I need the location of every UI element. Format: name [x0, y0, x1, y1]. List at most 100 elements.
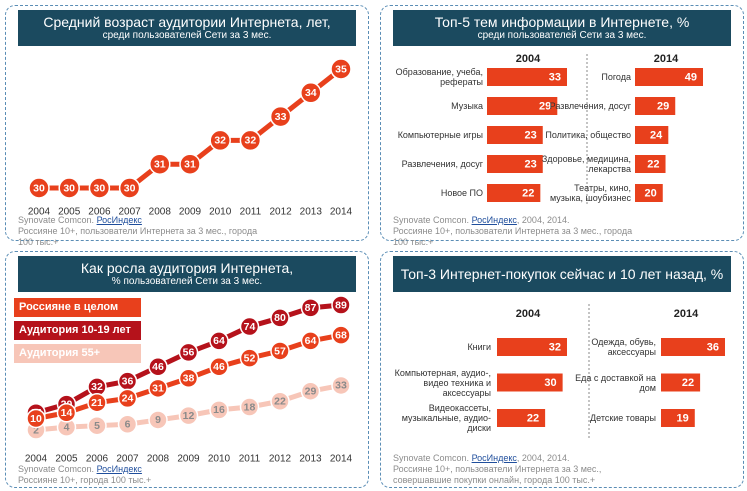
data-label: 64	[213, 335, 225, 347]
data-label: 74	[244, 321, 256, 333]
x-tick-label: 2010	[208, 454, 231, 465]
source-note: Россияне 10+, города 100 тыс.+	[18, 475, 152, 485]
data-label: 32	[549, 341, 561, 353]
panel: Топ-5 тем информации в Интернете, % среди…	[380, 5, 744, 247]
data-label: 22	[527, 412, 539, 424]
source: Synovate Comcon. РосИндекс, 2004, 2014. Р…	[393, 215, 643, 248]
category-label: Видеокассеты, музыкальные, аудио-диски	[401, 403, 491, 433]
x-tick-label: 2009	[179, 207, 202, 218]
chart-title: Топ-3 Интернет-покупок сейчас и 10 лет н…	[400, 266, 724, 282]
source-note: Россияне 10+, пользователи Интернета за …	[393, 226, 633, 247]
data-label: 14	[61, 407, 73, 419]
point	[148, 410, 168, 430]
bar	[635, 155, 666, 173]
panel: Топ-3 Интернет-покупок сейчас и 10 лет н…	[380, 251, 744, 488]
source-link[interactable]: РосИндекс	[96, 215, 142, 225]
category-label: Развлечения, досуг	[549, 101, 631, 111]
data-label: 33	[549, 71, 561, 83]
data-label: 57	[274, 345, 286, 357]
data-label: 21	[91, 397, 103, 409]
panel: Средний возраст аудитории Интернета, лет…	[5, 5, 369, 247]
source-text: Synovate Comcon.	[393, 215, 470, 225]
source-suffix: , 2004, 2014.	[516, 215, 570, 225]
category-label: Детские товары	[590, 413, 656, 423]
data-label: 31	[184, 158, 196, 170]
x-tick-label: 2004	[28, 207, 51, 218]
data-label: 5	[94, 420, 100, 432]
data-label: 6	[125, 419, 131, 431]
bar	[497, 373, 563, 392]
subchart-title: 2004	[516, 53, 541, 65]
data-label: 89	[335, 299, 347, 311]
point	[148, 357, 168, 377]
point	[26, 408, 46, 429]
point	[269, 105, 292, 128]
point	[28, 177, 50, 199]
title-box: Как росла аудитория Интернета,% пользова…	[18, 256, 356, 292]
x-tick-label: 2005	[58, 207, 81, 218]
point	[178, 342, 199, 363]
data-label: 46	[213, 361, 225, 373]
x-tick-label: 2006	[86, 454, 109, 465]
chart: 2004 2005 2006 2007 2008 2009 2010 2011 2012 2013…	[25, 295, 353, 465]
x-tick-label: 2007	[116, 454, 139, 465]
category-label: Политика, общество	[545, 130, 631, 140]
x-tick-label: 2005	[55, 454, 78, 465]
x-tick-label: 2010	[209, 207, 232, 218]
source-link[interactable]: РосИндекс	[96, 464, 142, 474]
point	[209, 400, 229, 420]
point	[87, 415, 107, 436]
data-label: 30	[63, 182, 75, 194]
data-label: 23	[525, 129, 537, 141]
source-link[interactable]: РосИндекс	[471, 453, 517, 463]
point	[300, 298, 321, 318]
point	[239, 397, 260, 417]
x-tick-label: 2012	[269, 207, 292, 218]
point	[239, 348, 260, 368]
category-label: Музыка	[451, 101, 483, 111]
data-label: 32	[245, 135, 257, 147]
bar	[487, 68, 567, 86]
category-label: Развлечения, досуг	[401, 159, 483, 169]
point	[270, 308, 290, 328]
point	[209, 129, 231, 152]
x-tick-label: 2014	[330, 207, 353, 218]
data-label: 49	[685, 71, 697, 83]
point	[300, 331, 321, 351]
bar	[487, 126, 543, 144]
point	[56, 403, 77, 423]
bar	[635, 184, 663, 202]
bar	[487, 155, 543, 173]
source-link[interactable]: РосИндекс	[471, 215, 517, 225]
title-box: Топ-3 Интернет-покупок сейчас и 10 лет н…	[393, 256, 731, 292]
data-label: 30	[124, 182, 136, 194]
data-label: 31	[152, 383, 164, 395]
data-label: 24	[122, 393, 134, 405]
point	[300, 381, 321, 401]
source-suffix: , 2004, 2014.	[516, 453, 570, 463]
point	[239, 316, 260, 337]
x-tick-label: 2012	[269, 454, 292, 465]
bar	[487, 184, 541, 202]
data-label: 35	[335, 63, 347, 75]
x-tick-label: 2006	[88, 207, 111, 218]
data-label: 23	[525, 158, 537, 170]
x-tick-label: 2007	[118, 207, 141, 218]
title-box: Топ-5 тем информации в Интернете, % среди…	[393, 10, 731, 46]
category-label: Одежда, обувь, аксессуары	[591, 337, 656, 357]
chart: 2004 32 30 22 2014 36 22 19	[497, 304, 725, 438]
category-label: Погода	[601, 72, 631, 82]
x-tick-label: 2014	[330, 454, 353, 465]
subchart-title: 2014	[654, 53, 679, 65]
bar	[635, 97, 676, 115]
data-label: 87	[305, 302, 317, 314]
point	[270, 341, 290, 361]
data-label: 19	[677, 412, 689, 424]
data-label: 33	[275, 111, 287, 123]
category-label: Новое ПО	[440, 188, 483, 198]
bar	[635, 68, 703, 86]
data-label: 2	[33, 424, 39, 436]
data-label: 29	[305, 385, 317, 397]
chart-title: Топ-5 тем информации в Интернете, %	[434, 14, 690, 30]
